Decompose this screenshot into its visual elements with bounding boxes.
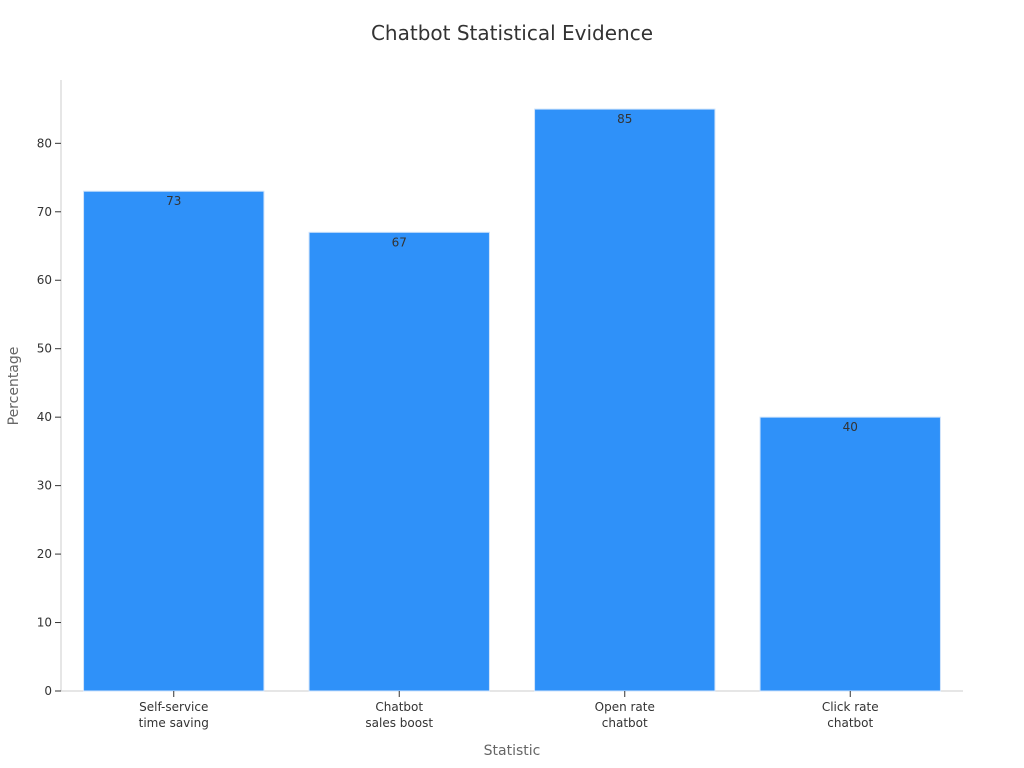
y-tick-label: 20 xyxy=(37,547,52,561)
bar xyxy=(759,416,941,692)
value-label: 73 xyxy=(166,194,181,208)
y-tick-label: 10 xyxy=(37,616,52,630)
value-label: 85 xyxy=(617,112,632,126)
x-tick-label: Self-service time saving xyxy=(139,700,209,730)
bar xyxy=(308,231,490,692)
y-tick-label: 80 xyxy=(37,136,52,150)
value-label: 40 xyxy=(843,420,858,434)
bar xyxy=(83,190,265,692)
bar xyxy=(534,108,716,692)
x-tick-label: Click rate chatbot xyxy=(822,700,879,730)
x-tick-label: Open rate chatbot xyxy=(595,700,655,730)
y-tick-label: 0 xyxy=(44,684,52,698)
y-tick-label: 40 xyxy=(37,410,52,424)
x-tick-label: Chatbot sales boost xyxy=(365,700,433,730)
y-axis-title: Percentage xyxy=(6,347,22,426)
chart-title: Chatbot Statistical Evidence xyxy=(371,21,653,45)
value-label: 67 xyxy=(392,235,407,249)
y-tick-label: 70 xyxy=(37,205,52,219)
x-axis-title: Statistic xyxy=(484,743,541,759)
y-tick-label: 30 xyxy=(37,479,52,493)
y-tick-label: 60 xyxy=(37,273,52,287)
y-tick-label: 50 xyxy=(37,342,52,356)
